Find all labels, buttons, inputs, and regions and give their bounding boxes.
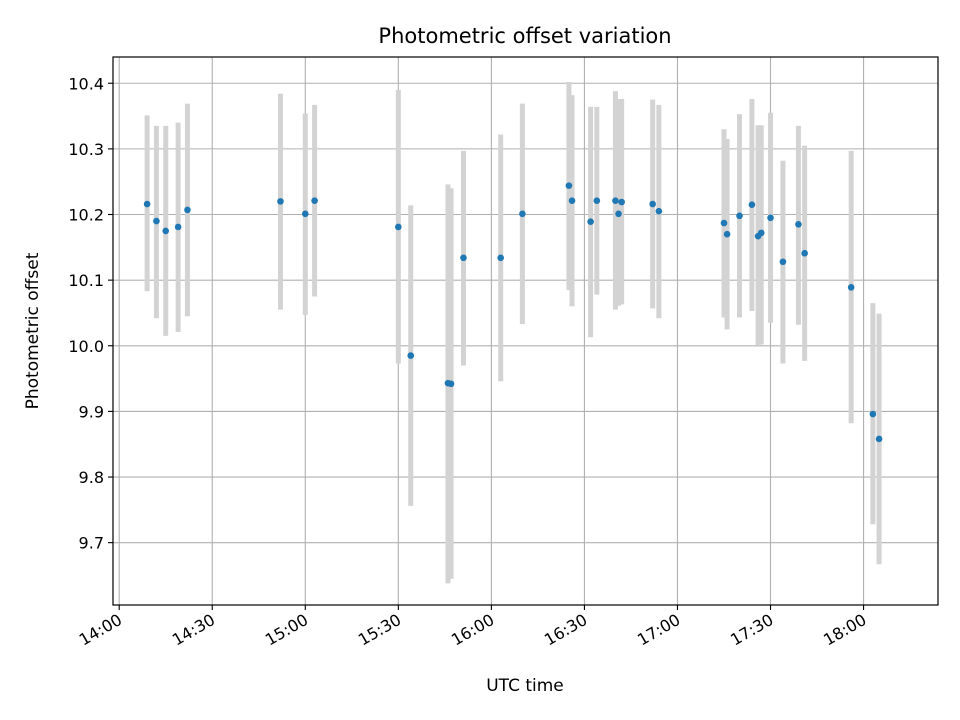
data-point [875,435,883,443]
data-point [143,200,151,208]
data-point [779,258,787,266]
data-point [568,197,576,205]
x-axis-title: UTC time [486,676,564,696]
data-point [407,352,415,359]
y-tick-label: 10.0 [68,337,104,356]
y-axis-title: Photometric offset [23,252,43,409]
y-tick-label: 9.9 [79,402,104,421]
data-point [869,410,877,418]
data-point [655,207,663,215]
data-point [395,223,402,231]
y-tick-label: 9.8 [79,468,104,487]
data-point [767,214,774,222]
data-point [593,197,601,205]
y-tick-label: 10.2 [68,206,104,225]
data-point [801,249,808,257]
data-point [174,223,182,231]
data-point [723,230,731,238]
data-point [447,380,455,388]
plot-frame [112,56,939,606]
data-point [748,201,756,208]
data-point [519,210,526,218]
data-point [795,221,802,228]
y-tick-label: 9.7 [79,534,104,553]
data-point [587,218,594,226]
data-point [736,212,743,220]
data-point [184,206,191,214]
data-point [311,197,318,205]
data-point [162,227,170,235]
data-point [277,198,284,205]
y-tick-label: 10.1 [68,271,104,290]
chart-title: Photometric offset variation [378,24,671,48]
data-point [720,219,728,227]
data-point [615,210,622,218]
y-tick-label: 10.3 [68,140,104,159]
data-point [153,217,160,225]
data-point [612,197,619,205]
y-axis: 9.7 9.8 9.9 10.0 10.1 10.2 10.3 10.4 [68,74,113,553]
data-point [301,210,309,218]
data-points [143,182,883,443]
data-point [847,284,855,291]
data-point [497,254,504,262]
data-point [618,198,625,206]
y-tick-label: 10.4 [68,74,104,93]
data-point [460,254,467,262]
data-point [565,182,573,189]
data-point [649,200,656,208]
data-point [757,229,765,237]
